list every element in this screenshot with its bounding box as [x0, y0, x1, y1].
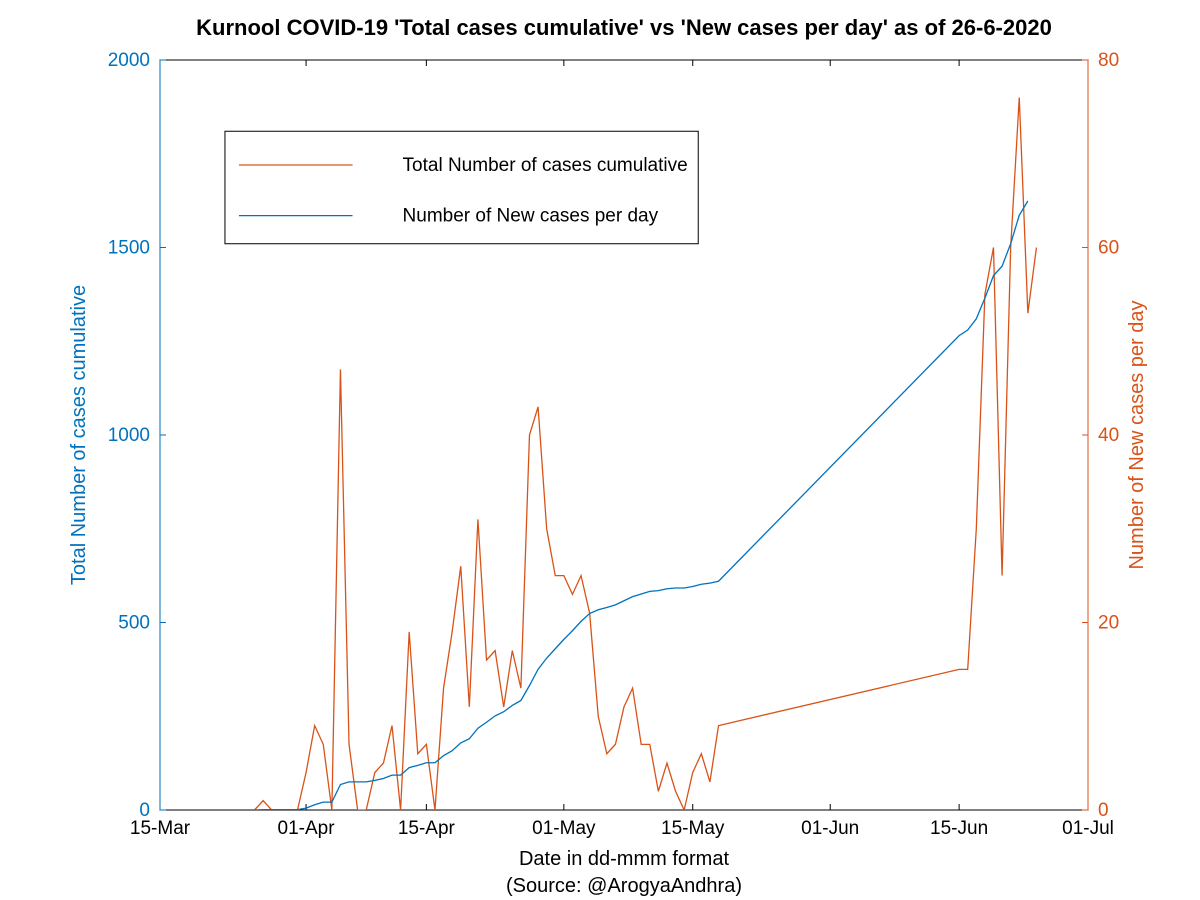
x-axis-label: Date in dd-mmm format — [519, 848, 729, 870]
x-tick-label: 01-Jul — [1062, 818, 1114, 839]
x-tick-label: 15-Jun — [930, 818, 988, 839]
x-tick-label: 01-May — [532, 818, 596, 839]
legend-box — [225, 131, 698, 244]
y1-tick-label: 1000 — [108, 425, 150, 446]
chart-title: Kurnool COVID-19 'Total cases cumulative… — [196, 15, 1052, 40]
y2-axis-label: Number of New cases per day — [1126, 300, 1148, 569]
legend-label: Number of New cases per day — [403, 206, 659, 227]
dual-axis-line-chart: Kurnool COVID-19 'Total cases cumulative… — [0, 0, 1200, 900]
x-axis-label-line2: (Source: @ArogyaAndhra) — [506, 875, 742, 897]
y2-tick-label: 60 — [1098, 238, 1119, 259]
x-tick-label: 15-Apr — [398, 818, 456, 839]
y1-axis-label: Total Number of cases cumulative — [68, 285, 90, 585]
y1-tick-label: 500 — [118, 613, 150, 634]
x-tick-label: 15-May — [661, 818, 725, 839]
chart-container: Kurnool COVID-19 'Total cases cumulative… — [0, 0, 1200, 900]
y1-tick-label: 1500 — [108, 238, 150, 259]
x-tick-label: 01-Jun — [801, 818, 859, 839]
y2-tick-label: 40 — [1098, 425, 1119, 446]
y1-tick-label: 2000 — [108, 50, 150, 71]
y2-tick-label: 20 — [1098, 613, 1119, 634]
x-tick-label: 01-Apr — [278, 818, 336, 839]
legend-label: Total Number of cases cumulative — [403, 155, 688, 176]
y1-tick-label: 0 — [139, 800, 150, 821]
x-tick-label: 15-Mar — [130, 818, 191, 839]
y2-tick-label: 80 — [1098, 50, 1119, 71]
y2-tick-label: 0 — [1098, 800, 1109, 821]
